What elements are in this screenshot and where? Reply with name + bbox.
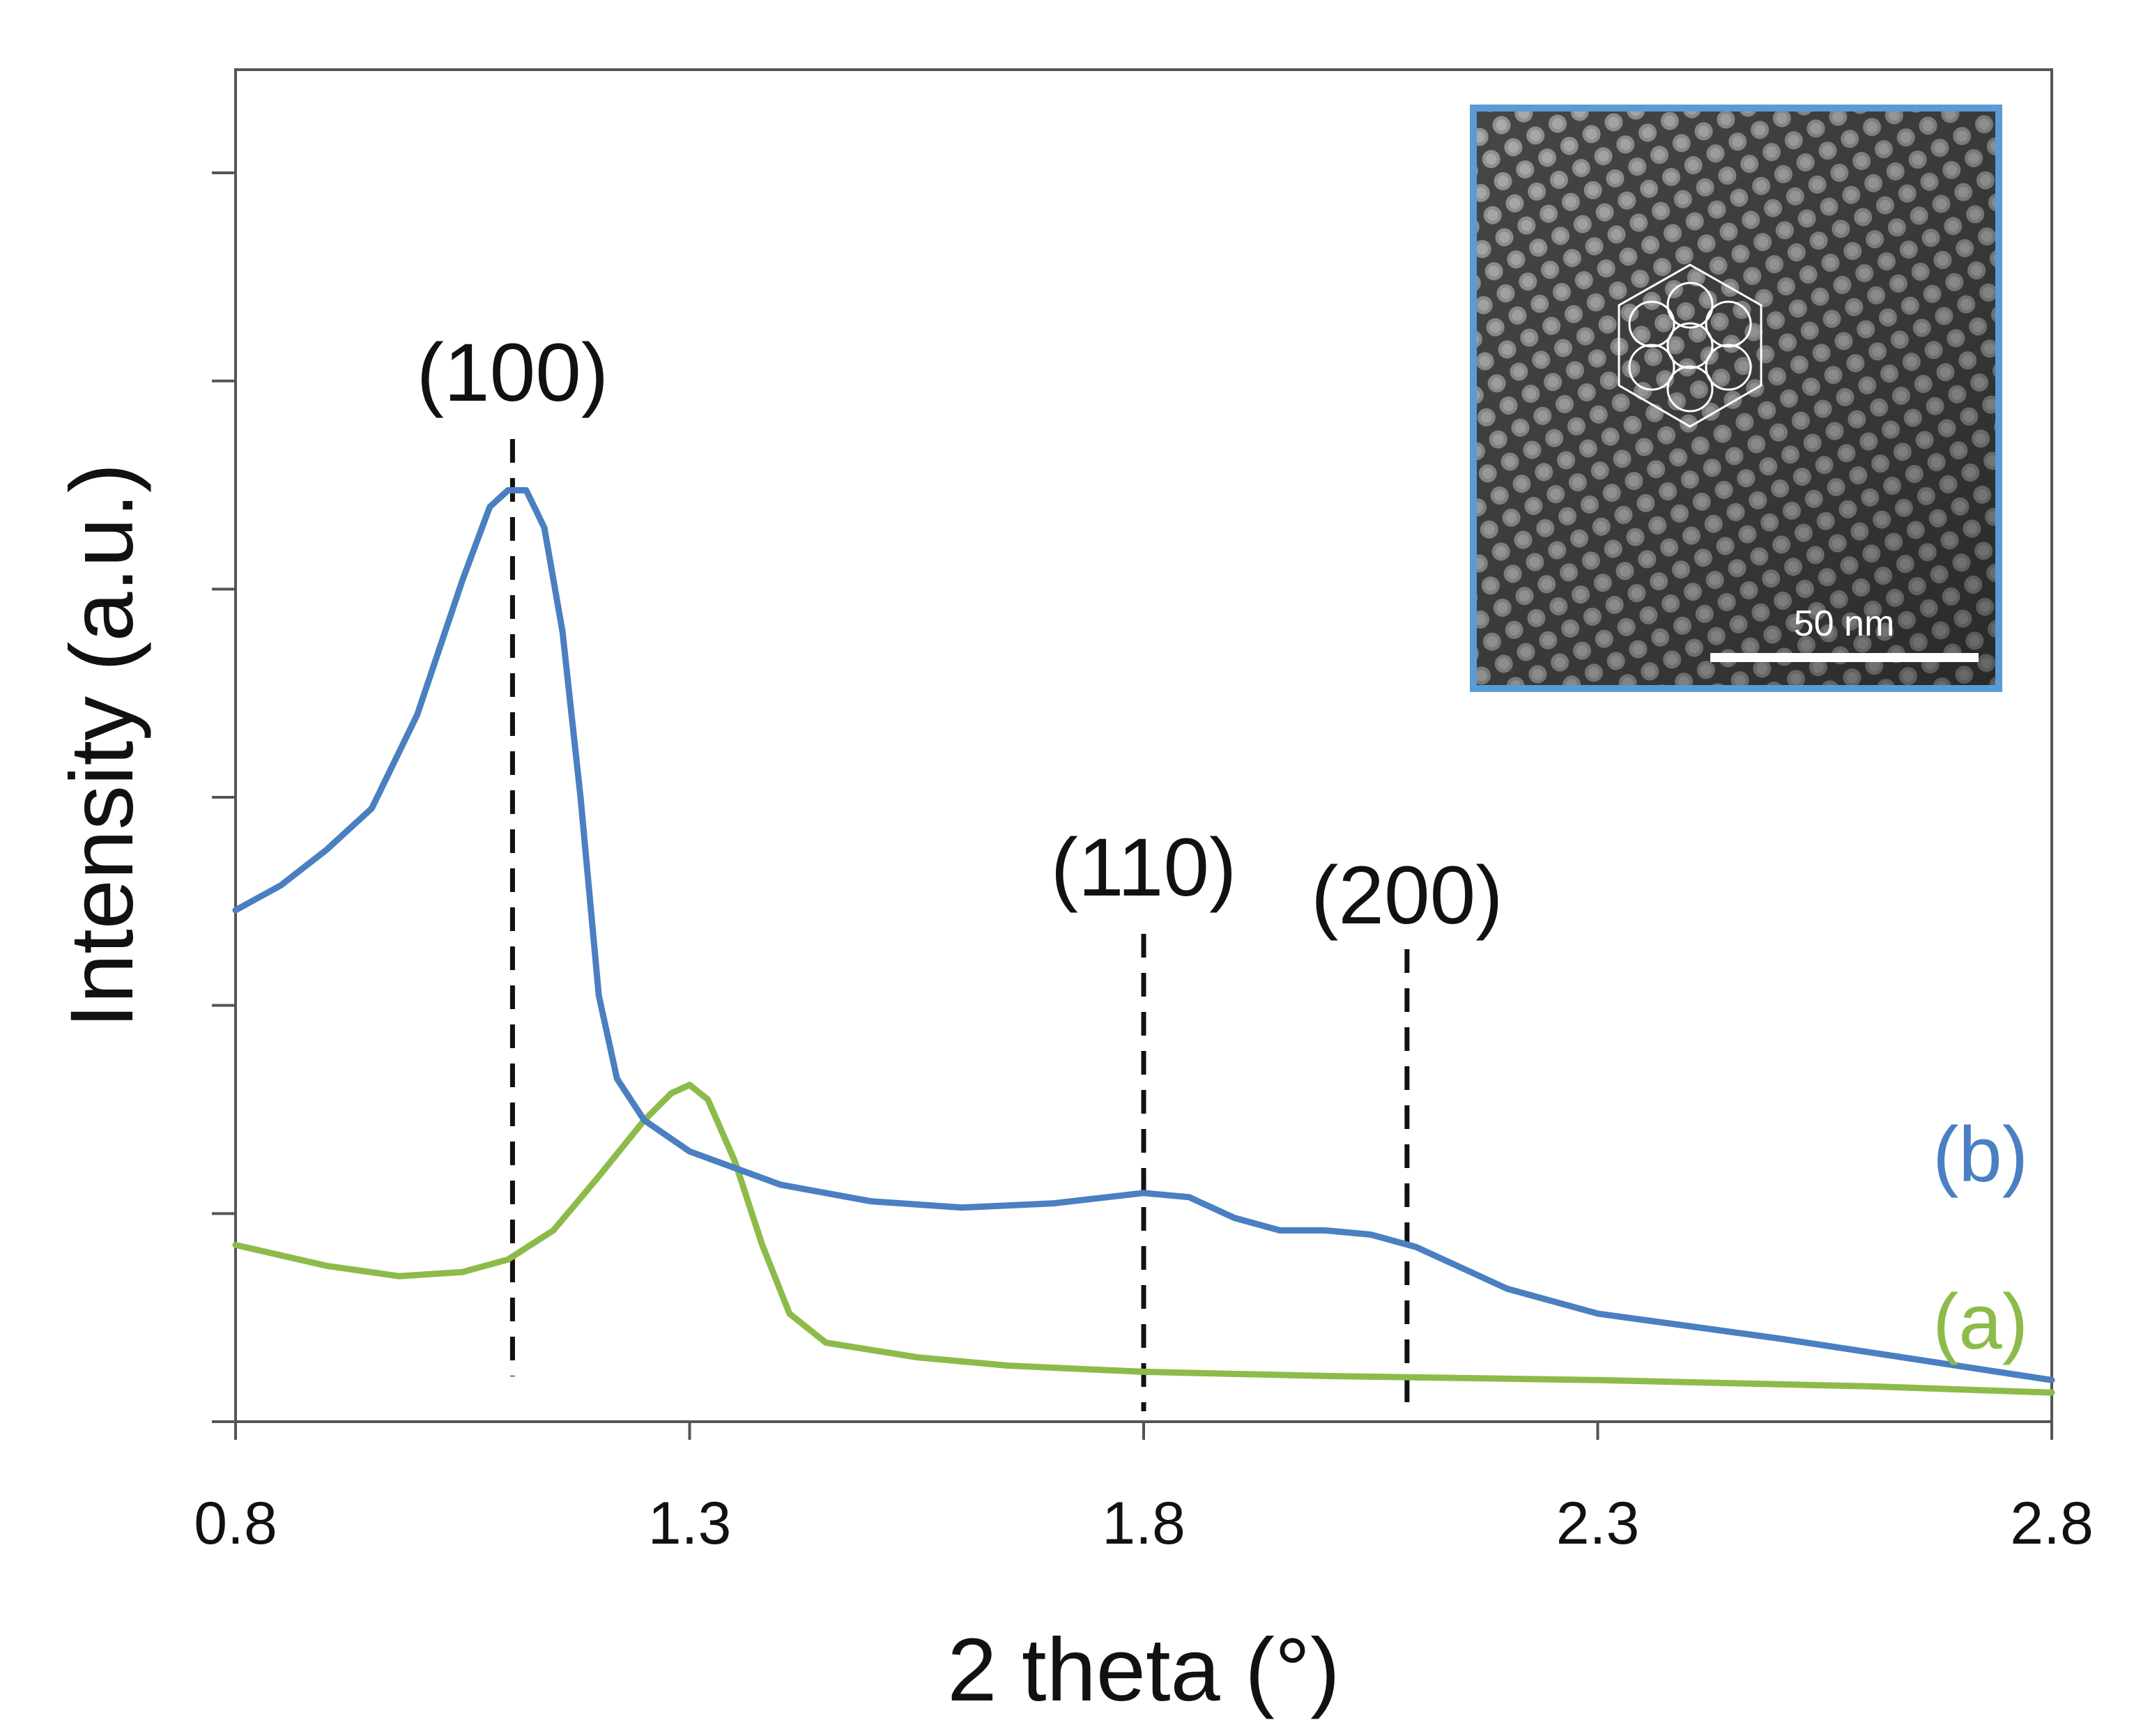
- x-axis-tick-labels: 0.8 1.3 1.8 2.3 2.8: [194, 1490, 2094, 1557]
- x-axis-ticks: [234, 1422, 2053, 1440]
- x-tick-label: 2.8: [2010, 1490, 2094, 1557]
- pore-circle: [1666, 282, 1714, 329]
- tem-inset-border: [1470, 105, 2002, 692]
- series-label-a: (a): [1933, 1278, 2028, 1365]
- series-line-b: [232, 487, 2055, 1383]
- reflection-label: (200): [1311, 850, 1503, 942]
- hexagon-outline: [1618, 263, 1763, 428]
- scale-bar: [1710, 653, 1979, 662]
- pore-circle: [1666, 365, 1714, 413]
- pore-circle: [1705, 344, 1752, 391]
- pore-circle: [1666, 322, 1714, 369]
- tem-inset-shade: [1473, 108, 1999, 689]
- reflection-label: (110): [1051, 822, 1237, 914]
- reflection-label: (100): [417, 327, 608, 419]
- x-tick-label: 0.8: [194, 1490, 277, 1557]
- x-tick-label: 1.8: [1102, 1490, 1185, 1557]
- y-axis-title: Intensity (a.u.): [52, 463, 152, 1029]
- series-line-a: [232, 1082, 2055, 1396]
- hexagon-overlay: [1618, 263, 1763, 428]
- y-axis-ticks: [212, 171, 236, 1423]
- series-lines: [232, 487, 2055, 1396]
- scale-bar-label: 50 nm: [1794, 604, 1895, 644]
- reflection-markers: (100) (110) (200): [417, 327, 1503, 1411]
- x-axis-title: 2 theta (°): [947, 1620, 1339, 1720]
- pore-circle: [1705, 300, 1752, 348]
- series-label-b: (b): [1933, 1111, 2028, 1198]
- x-tick-label: 2.3: [1556, 1490, 1640, 1557]
- pore-circle: [1628, 300, 1675, 348]
- pore-circle: [1628, 344, 1675, 391]
- tem-inset: 50 nm: [1470, 105, 2002, 692]
- x-tick-label: 1.3: [648, 1490, 732, 1557]
